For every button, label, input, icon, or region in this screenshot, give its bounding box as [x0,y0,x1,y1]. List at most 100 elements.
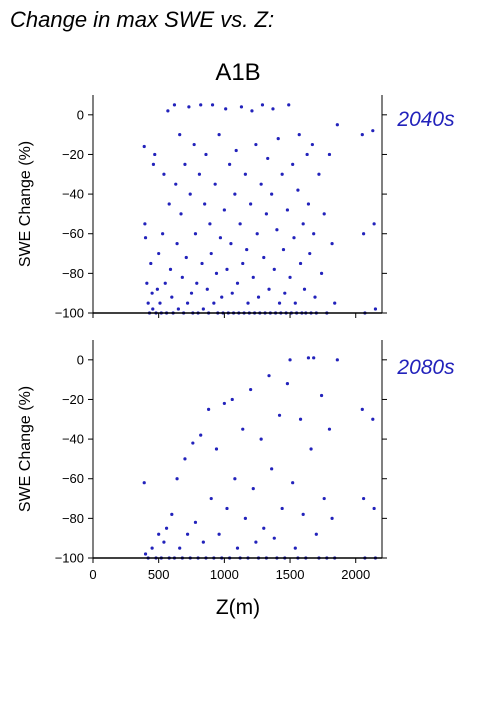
scatter-point-2040s [250,109,254,113]
y-tick-label-2080s: −20 [62,392,84,407]
scatter-point-2080s [230,397,234,402]
scatter-point-2080s [199,433,203,437]
scatter-marks-2040s [142,103,378,315]
y-tick-label-2080s: −80 [62,511,84,526]
scatter-point-2040s [272,267,276,271]
scatter-point-2080s [207,407,211,411]
scatter-point-2040s [360,133,364,137]
scatter-point-2040s [255,232,259,236]
scatter-point-2040s [275,228,279,232]
scatter-point-2040s [187,105,191,109]
scatter-point-2080s [222,401,226,406]
scatter-point-2040s [254,142,258,147]
x-tick-label-2080s: 2000 [341,567,370,582]
y-tick-label-2040s: −60 [62,226,84,241]
scatter-point-2040s [373,307,378,311]
scatter-point-2040s [143,222,147,226]
scatter-point-2080s [233,477,237,481]
scatter-point-2040s [266,156,270,161]
scatter-point-2080s [249,387,253,392]
scatter-point-2080s [209,496,213,501]
scatter-point-2080s [372,506,376,511]
scatter-point-2040s [157,251,161,256]
scatter-point-2040s [166,109,170,113]
scatter-point-2040s [145,281,149,285]
scatter-point-2040s [239,105,244,109]
y-tick-label-2040s: 0 [77,107,84,122]
scatter-point-2040s [251,275,255,279]
scatter-point-2040s [319,271,324,275]
panel-2040s: 2040s SWE Change (%) 0 −20 −40 −60 −80 −100 [17,95,455,321]
scatter-point-2040s [312,232,316,236]
y-tick-label-2040s: −100 [55,306,84,321]
scatter-point-2040s [199,103,203,107]
x-tick-label-2080s: 0 [89,567,96,582]
scatter-point-2040s [184,255,188,260]
scatter-point-2080s [362,496,366,501]
scatter-point-2040s [200,261,204,266]
axes-2080s: 0 −20 −40 −60 −80 −100 0 500 1000 1500 2000 [55,340,387,582]
y-axis-label-2040s: SWE Change (%) [17,141,34,267]
scatter-point-2080s [319,393,324,398]
scatter-point-2040s [260,103,265,107]
scatter-point-2040s [335,123,339,127]
scatter-point-2040s [233,192,237,196]
scatter-point-2040s [238,222,242,226]
scatter-point-2080s [217,532,221,536]
scatter-point-2040s [162,172,166,176]
scatter-point-2080s [241,427,245,431]
scatter-point-2040s [285,208,290,212]
period-label-2040s: 2040s [396,108,455,131]
scatter-point-2040s [185,301,190,305]
scatter-point-2040s [243,172,247,176]
scatter-point-2040s [301,222,305,226]
scatter-point-2080s [164,526,169,530]
scatter-point-2040s [297,133,301,137]
x-tick-label-2080s: 500 [148,567,170,582]
y-tick-label-2080s: −100 [55,551,84,566]
scatter-marks-2080s [142,356,378,560]
panel-2080s: 2080s SWE Change (%) 0 −20 −40 −60 −80 −100 0 5… [17,340,455,582]
scatter-point-2040s [241,261,245,266]
scatter-point-2040s [246,301,250,305]
scatter-point-2080s [178,546,182,550]
scatter-point-2040s [228,162,232,166]
y-tick-label-2040s: −80 [62,266,84,281]
scatter-point-2080s [301,512,305,517]
scatter-point-2040s [317,172,321,176]
scatter-point-2040s [220,295,224,299]
scatter-point-2040s [280,172,284,176]
scatter-point-2040s [176,307,180,311]
scatter-point-2080s [335,358,339,362]
scatter-point-2040s [153,152,157,157]
scatter-point-2040s [205,287,209,291]
scatter-point-2080s [272,536,276,540]
scatter-point-2040s [217,133,221,137]
scatter-point-2080s [193,520,198,524]
scatter-point-2040s [287,103,291,107]
scatter-point-2040s [372,222,376,226]
y-tick-label-2040s: −20 [62,147,84,162]
scatter-point-2080s [170,512,174,517]
scatter-point-2080s [162,540,166,544]
scatter-point-2040s [151,162,156,166]
scatter-point-2080s [191,441,195,445]
scatter-point-2040s [276,137,280,141]
scatter-point-2080s [143,552,148,556]
scatter-point-2040s [308,251,312,256]
scatter-point-2040s [170,295,174,299]
scenario-label: A1B [215,59,260,86]
scatter-point-2040s [168,267,173,271]
scatter-point-2040s [225,267,229,271]
scatter-point-2080s [312,356,316,360]
scatter-point-2040s [213,182,217,186]
scatter-point-2040s [235,281,240,285]
scatter-point-2040s [192,142,196,147]
y-tick-label-2080s: −40 [62,432,84,447]
scatter-point-2040s [298,261,303,266]
scatter-point-2040s [292,236,296,240]
period-label-2080s: 2080s [396,356,455,379]
scatter-point-2040s [288,275,292,279]
scatter-point-2080s [185,532,190,536]
